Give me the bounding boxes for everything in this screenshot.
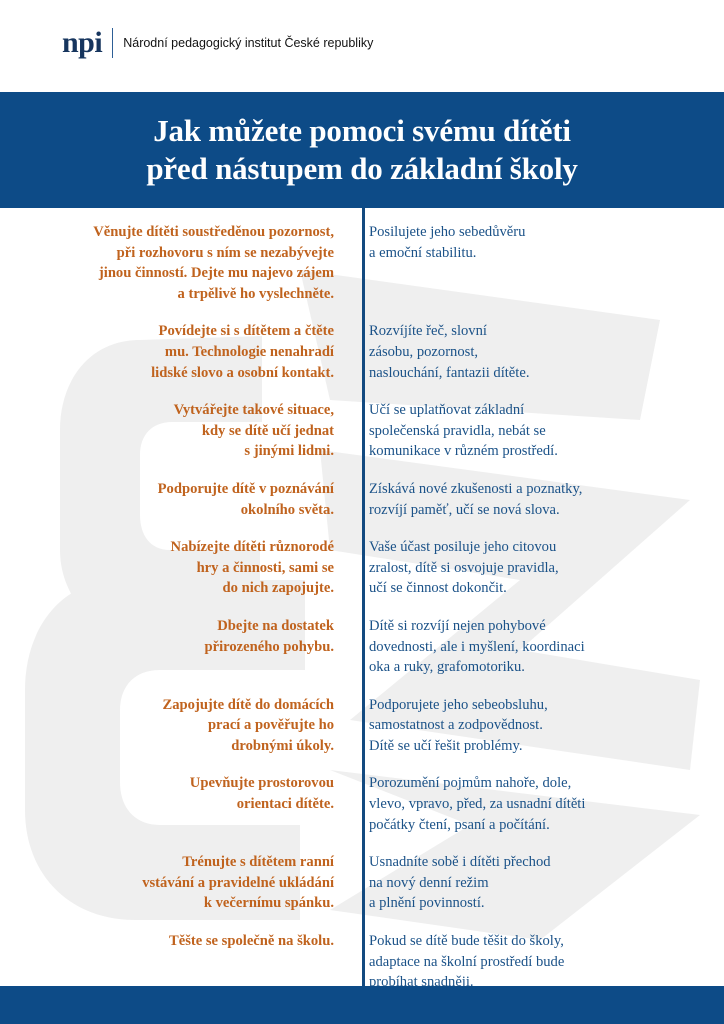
advice-benefit-line: Dítě se učí řešit problémy. [369, 737, 523, 754]
advice-action-cell: Upevňujte prostorovou orientaci dítěte. [0, 773, 352, 835]
advice-benefit-line: dovednosti, ale i myšlení, koordinaci [369, 638, 585, 655]
advice-benefit-line: Vaše účast posiluje jeho citovou [369, 539, 557, 556]
advice-action-line: jinou činností. Dejte mu najevo zájem [98, 265, 334, 282]
advice-action-line: při rozhovoru s ním se nezabývejte [116, 244, 334, 261]
advice-action-cell: Dbejte na dostatek přirozeného pohybu. [0, 616, 352, 678]
advice-benefit-line: a emoční stabilitu. [369, 244, 477, 261]
logo-divider-icon [112, 28, 114, 58]
advice-benefit-line: společenská pravidla, nebát se [369, 422, 546, 439]
advice-action-line: Nabízejte dítěti různorodé [170, 539, 334, 556]
advice-action-cell: Nabízejte dítěti různorodé hry a činnosti… [0, 537, 352, 599]
advice-action-line: Zapojujte dítě do domácích [162, 696, 334, 713]
advice-benefit-cell: Pokud se dítě bude těšit do školy, adapta… [352, 931, 724, 993]
advice-action-line: kdy se dítě učí jednat [201, 422, 334, 439]
advice-benefit-line: samostatnost a zodpovědnost. [369, 717, 543, 734]
advice-benefit-cell: Učí se uplatňovat základní společenská pr… [352, 400, 724, 462]
advice-action-line: okolního světa. [240, 501, 334, 518]
advice-benefit-line: adaptace na školní prostředí bude [369, 953, 565, 970]
advice-row: Věnujte dítěti soustředěnou pozornost, př… [0, 222, 724, 304]
advice-benefit-cell: Vaše účast posiluje jeho citovou zralost,… [352, 537, 724, 599]
npi-logo-mark: npi [62, 26, 103, 59]
advice-row: Zapojujte dítě do domácích prací a pověřu… [0, 695, 724, 757]
advice-row: Trénujte s dítětem ranní vstávání a pravi… [0, 852, 724, 914]
advice-action-cell: Věnujte dítěti soustředěnou pozornost, př… [0, 222, 352, 304]
advice-benefit-cell: Rozvíjíte řeč, slovní zásobu, pozornost, n… [352, 321, 724, 383]
advice-action-line: Dbejte na dostatek [217, 617, 334, 634]
advice-benefit-line: Posilujete jeho sebedůvěru [369, 224, 526, 240]
advice-benefit-line: komunikace v různém prostředí. [369, 443, 558, 460]
advice-row: Dbejte na dostatek přirozeného pohybu. Dít… [0, 616, 724, 678]
advice-action-line: Trénujte s dítětem ranní [182, 854, 334, 871]
page-title-line-1: Jak můžete pomoci svému dítěti [153, 113, 571, 148]
advice-benefit-line: Získává nové zkušenosti a poznatky, [369, 480, 583, 497]
advice-action-cell: Povídejte si s dítětem a čtěte mu. Techno… [0, 321, 352, 383]
logo-name-line-1: Národní pedagogický institut [123, 35, 281, 50]
advice-action-line: Povídejte si s dítětem a čtěte [158, 323, 334, 340]
advice-action-line: lidské slovo a osobní kontakt. [151, 364, 334, 381]
advice-action-line: Vytvářejte takové situace, [173, 402, 334, 419]
advice-benefit-line: Dítě si rozvíjí nejen pohybové [369, 617, 546, 634]
advice-benefit-line: Porozumění pojmům nahoře, dole, [369, 775, 572, 792]
advice-action-cell: Zapojujte dítě do domácích prací a pověřu… [0, 695, 352, 757]
advice-action-line: hry a činnosti, sami se [196, 559, 334, 576]
advice-action-line: Podporujte dítě v poznávání [157, 480, 334, 497]
advice-benefit-line: vlevo, vpravo, před, za usnadní dítěti [369, 796, 586, 813]
advice-benefit-line: Podporujete jeho sebeobsluhu, [369, 696, 548, 713]
advice-action-line: přirozeného pohybu. [204, 638, 334, 655]
advice-row: Upevňujte prostorovou orientaci dítěte. Po… [0, 773, 724, 835]
page-title-line-2: před nástupem do základní školy [146, 151, 578, 186]
advice-benefit-cell: Usnadníte sobě i dítěti přechod na nový d… [352, 852, 724, 914]
advice-action-line: do nich zapojujte. [222, 580, 334, 597]
advice-benefit-line: na nový denní režim [369, 874, 489, 891]
advice-benefit-line: zralost, dítě si osvojuje pravidla, [369, 559, 559, 576]
advice-benefit-cell: Porozumění pojmům nahoře, dole, vlevo, vp… [352, 773, 724, 835]
advice-row: Těšte se společně na školu. Pokud se dítě… [0, 931, 724, 993]
advice-benefit-line: Rozvíjíte řeč, slovní [369, 323, 487, 340]
advice-row: Podporujte dítě v poznávání okolního svět… [0, 479, 724, 520]
page-title: Jak můžete pomoci svému dítěti před nást… [0, 112, 724, 188]
advice-benefit-cell: Podporujete jeho sebeobsluhu, samostatnos… [352, 695, 724, 757]
advice-action-line: vstávání a pravidelné ukládání [142, 874, 334, 891]
advice-action-line: drobnými úkoly. [231, 737, 334, 754]
advice-action-line: s jinými lidmi. [244, 443, 334, 460]
advice-action-cell: Podporujte dítě v poznávání okolního svět… [0, 479, 352, 520]
advice-action-cell: Těšte se společně na školu. [0, 931, 352, 993]
advice-benefit-line: zásobu, pozornost, [369, 343, 479, 360]
advice-action-cell: Trénujte s dítětem ranní vstávání a pravi… [0, 852, 352, 914]
advice-action-line: k večernímu spánku. [203, 895, 334, 912]
advice-action-cell: Vytvářejte takové situace, kdy se dítě uč… [0, 400, 352, 462]
advice-benefit-line: oka a ruky, grafomotoriku. [369, 659, 525, 676]
advice-action-line: Věnujte dítěti soustředěnou pozornost, [93, 224, 334, 240]
advice-action-line: Upevňujte prostorovou [189, 775, 334, 792]
advice-action-line: Těšte se společně na školu. [169, 933, 334, 950]
advice-benefit-line: učí se činnost dokončit. [369, 580, 507, 597]
advice-benefit-line: a plnění povinností. [369, 895, 485, 912]
advice-benefit-line: rozvíjí paměť, učí se nová slova. [369, 501, 560, 518]
advice-action-line: orientaci dítěte. [236, 796, 334, 813]
advice-row: Vytvářejte takové situace, kdy se dítě uč… [0, 400, 724, 462]
bottom-banner [0, 986, 724, 1024]
advice-action-line: a trpělivě ho vyslechněte. [177, 285, 334, 302]
advice-action-line: prací a pověřujte ho [207, 717, 334, 734]
advice-row: Nabízejte dítěti různorodé hry a činnosti… [0, 537, 724, 599]
advice-benefit-line: Učí se uplatňovat základní [369, 402, 525, 419]
logo-band: npi Národní pedagogický institut České r… [0, 0, 724, 92]
advice-benefit-cell: Dítě si rozvíjí nejen pohybové dovednosti… [352, 616, 724, 678]
advice-rows: Věnujte dítěti soustředěnou pozornost, př… [0, 208, 724, 990]
advice-benefit-line: počátky čtení, psaní a počítání. [369, 816, 550, 833]
advice-benefit-line: Pokud se dítě bude těšit do školy, [369, 933, 564, 950]
logo-organisation-name: Národní pedagogický institut České repub… [123, 36, 373, 51]
title-banner: Jak můžete pomoci svému dítěti před nást… [0, 92, 724, 208]
logo-name-line-2: České republiky [284, 35, 374, 50]
npi-logo[interactable]: npi Národní pedagogický institut České r… [62, 28, 373, 58]
advice-row: Povídejte si s dítětem a čtěte mu. Techno… [0, 321, 724, 383]
advice-benefit-cell: Získává nové zkušenosti a poznatky, rozví… [352, 479, 724, 520]
advice-benefit-line: naslouchání, fantazii dítěte. [369, 364, 530, 381]
advice-benefit-cell: Posilujete jeho sebedůvěru a emoční stabi… [352, 222, 724, 304]
advice-benefit-line: Usnadníte sobě i dítěti přechod [369, 854, 551, 871]
advice-action-line: mu. Technologie nenahradí [164, 343, 334, 360]
